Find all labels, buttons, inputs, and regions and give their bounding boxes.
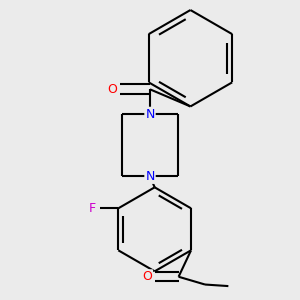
- Text: O: O: [108, 83, 118, 96]
- Text: O: O: [142, 270, 152, 283]
- Text: N: N: [145, 170, 155, 183]
- Text: F: F: [88, 202, 95, 215]
- Text: N: N: [145, 108, 155, 121]
